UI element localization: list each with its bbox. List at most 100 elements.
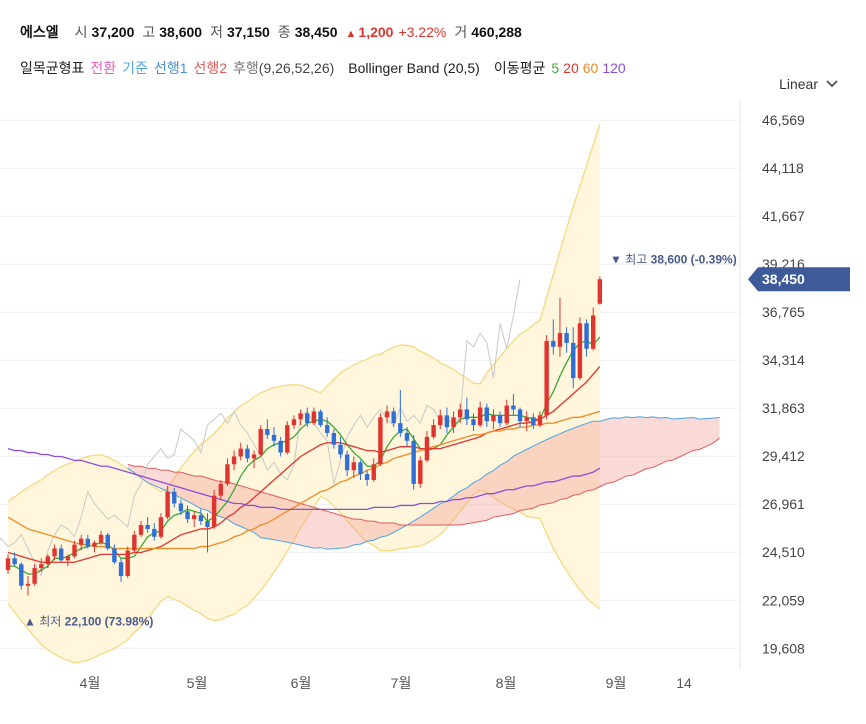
candle [198, 509, 204, 526]
x-tick-label: 14 [676, 675, 692, 691]
candle [32, 564, 37, 586]
candle [85, 534, 90, 549]
candle-body [298, 413, 303, 420]
base-label: 기준 [122, 60, 148, 76]
scale-dropdown[interactable]: Linear [779, 76, 838, 92]
y-tick-label: 34,314 [762, 352, 805, 368]
candle [497, 411, 503, 428]
candle-body [65, 556, 71, 561]
x-tick-label: 6월 [291, 675, 312, 691]
candle-body [32, 568, 37, 584]
candle [211, 489, 217, 529]
candle-body [331, 432, 337, 445]
y-tick-label: 31,863 [762, 400, 805, 416]
candle [172, 487, 177, 508]
min-annotation: ▲ 최저 22,100 (73.98%) [24, 614, 153, 628]
candle-body [172, 491, 177, 504]
candle [192, 511, 197, 527]
candle [78, 534, 84, 551]
candle [205, 513, 210, 553]
candle [351, 456, 356, 479]
candle [132, 530, 137, 553]
candle-body [517, 409, 523, 422]
bollinger-label[interactable]: Bollinger Band (20,5) [348, 60, 480, 76]
ichimoku-label[interactable]: 일목균형표 [20, 60, 85, 76]
cloud-fill [127, 416, 720, 550]
candle [92, 540, 97, 553]
candle [358, 460, 363, 480]
candle-body [72, 544, 77, 557]
candle [52, 544, 57, 561]
candle-body [118, 562, 124, 576]
candle [12, 552, 17, 567]
candle-body [511, 405, 516, 410]
x-tick-label: 4월 [80, 675, 101, 691]
candle-body [584, 323, 589, 349]
candle [218, 479, 223, 500]
candle-body [444, 415, 450, 428]
candle-body [491, 415, 496, 422]
y-tick-label: 36,765 [762, 304, 805, 320]
candle [418, 456, 423, 488]
bollinger-lower [7, 489, 601, 664]
candle [424, 431, 430, 463]
candle [265, 419, 270, 439]
candle [112, 544, 117, 565]
candle [19, 562, 24, 590]
candle-body [564, 333, 569, 343]
candle-body [158, 517, 164, 537]
candle-body [344, 454, 350, 471]
candle-body [358, 462, 363, 475]
candle [438, 409, 443, 430]
candle [318, 409, 323, 428]
candle-body [557, 333, 563, 347]
x-tick-label: 9월 [606, 675, 627, 691]
candle-body [25, 583, 31, 586]
candle-body [98, 534, 104, 543]
ma-120-line [7, 448, 601, 511]
candle-body [477, 407, 483, 426]
price-chart[interactable]: 46,56944,11841,66739,21636,76534,31431,8… [0, 100, 866, 724]
candle-body [125, 550, 130, 576]
ma60-label: 60 [582, 60, 599, 76]
candle-body [418, 460, 423, 484]
candle-body [225, 464, 230, 484]
ma5-label: 5 [551, 60, 560, 76]
candle-body [245, 448, 250, 459]
candle-body [45, 556, 51, 565]
volume-value: 460,288 [471, 24, 522, 40]
candle-body [52, 548, 57, 557]
indicator-legend: 일목균형표 전환 기준 선행1 선행2 후행 (9,26,52,26) Boll… [20, 58, 626, 78]
candle [484, 403, 489, 428]
candle-body [285, 425, 290, 453]
bollinger-fill [8, 124, 600, 663]
candle-body [5, 558, 11, 571]
candle-body [165, 491, 170, 518]
candle [331, 429, 337, 449]
candle [278, 436, 283, 457]
candle [152, 523, 157, 541]
candle [591, 307, 596, 351]
y-tick-label: 24,510 [762, 544, 805, 560]
span1-label: 선행1 [153, 60, 188, 76]
low-label: 저 [210, 24, 223, 40]
candle-body [185, 511, 190, 520]
candle [517, 407, 523, 428]
span2-label: 선행2 [193, 60, 228, 76]
candle [258, 425, 263, 457]
candle-body [265, 429, 270, 435]
scale-label: Linear [779, 76, 818, 92]
candle [158, 513, 164, 539]
candle-body [551, 340, 556, 347]
candle [298, 409, 303, 426]
candle-body [19, 564, 24, 586]
candle [251, 450, 257, 469]
candle-body [278, 440, 283, 453]
y-tick-label: 44,118 [762, 160, 804, 176]
candle [451, 411, 456, 433]
candle-body [458, 409, 463, 418]
ma-label[interactable]: 이동평균 [493, 60, 546, 76]
candle [5, 554, 11, 574]
candle-body [597, 279, 603, 304]
candle-body [531, 417, 536, 426]
